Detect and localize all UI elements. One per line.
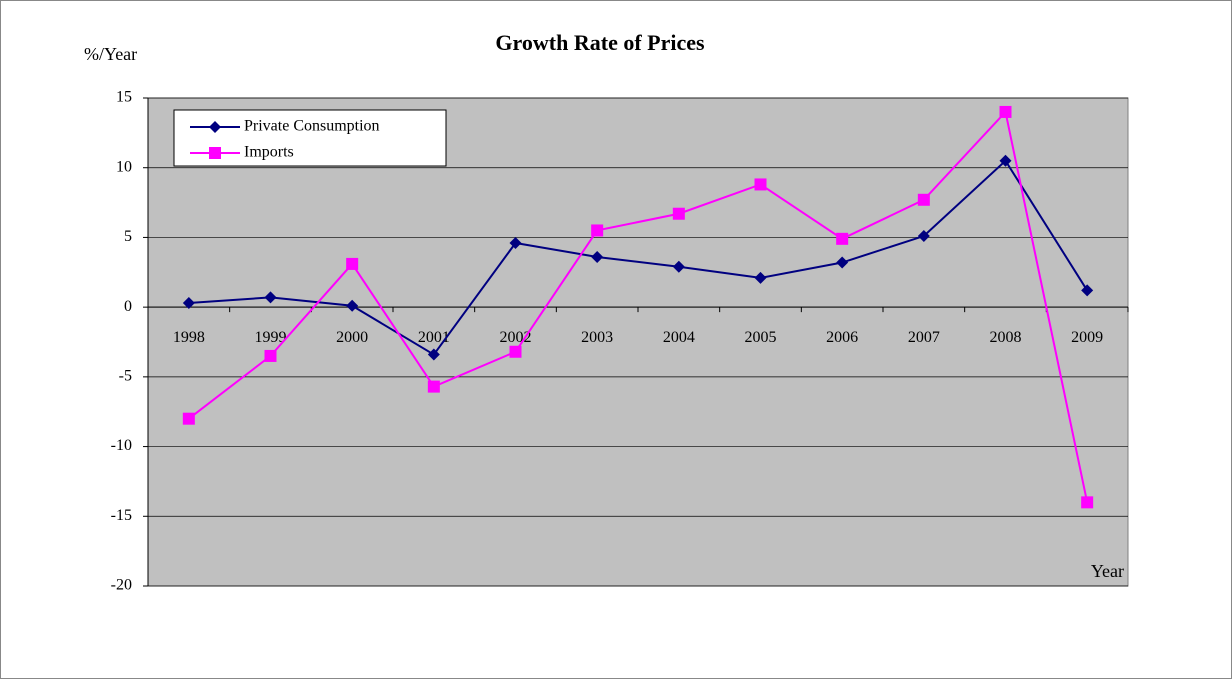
y-tick-label: -5 — [119, 368, 132, 385]
plot-area — [147, 97, 1129, 587]
point — [836, 232, 849, 245]
x-tick-label: 2007 — [908, 329, 940, 346]
x-tick-label: 2006 — [826, 329, 858, 346]
point — [182, 412, 195, 425]
point — [999, 154, 1012, 167]
x-tick-label: 1998 — [173, 329, 205, 346]
point — [672, 260, 685, 273]
y-tick-label: -15 — [111, 507, 132, 524]
point — [672, 207, 685, 220]
point — [264, 349, 277, 362]
y-tick-label: -10 — [111, 437, 132, 454]
x-tick-label: 1999 — [255, 329, 287, 346]
point — [917, 193, 930, 206]
point — [427, 380, 440, 393]
series-line — [188, 159, 1089, 356]
point — [836, 256, 849, 269]
y-tick-label: -20 — [111, 577, 132, 594]
legend-marker — [209, 147, 221, 159]
series-line — [188, 109, 1089, 503]
point — [264, 291, 277, 304]
x-tick-label: 2005 — [745, 329, 777, 346]
y-tick-label: 10 — [116, 158, 132, 175]
point — [427, 348, 440, 361]
point — [346, 257, 359, 270]
point — [999, 105, 1012, 118]
x-tick-label: 2009 — [1071, 329, 1103, 346]
point — [591, 250, 604, 263]
chart-title: Growth Rate of Prices — [495, 30, 705, 55]
x-tick-label: 2004 — [663, 329, 695, 346]
legend-label: Imports — [244, 144, 294, 161]
legend-label: Private Consumption — [244, 118, 380, 135]
point — [346, 299, 359, 312]
x-tick-label: 2002 — [500, 329, 532, 346]
point — [509, 345, 522, 358]
y-tick-label: 15 — [116, 89, 132, 106]
point — [1081, 284, 1094, 297]
point — [182, 296, 195, 309]
x-tick-label: 2008 — [990, 329, 1022, 346]
legend: Private Consumption Imports — [173, 109, 447, 167]
legend-marker — [209, 121, 221, 133]
point — [591, 224, 604, 237]
y-tick-label: 5 — [124, 228, 132, 245]
x-axis-label: Year — [1091, 561, 1124, 581]
point — [754, 178, 767, 191]
point — [1081, 496, 1094, 509]
x-tick-label: 2001 — [418, 329, 450, 346]
point — [754, 271, 767, 284]
x-tick-label: 2000 — [336, 329, 368, 346]
x-tick-label: 2003 — [581, 329, 613, 346]
point — [509, 237, 522, 250]
y-axis-label: %/Year — [84, 44, 137, 64]
point — [917, 230, 930, 243]
y-tick-label: 0 — [124, 298, 132, 315]
